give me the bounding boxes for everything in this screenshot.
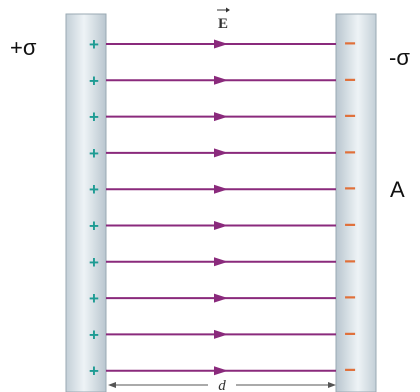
plus-sign: + (89, 180, 99, 199)
field-arrow (214, 293, 228, 303)
field-arrow (214, 184, 228, 194)
minus-sign: − (344, 215, 356, 237)
field-arrow (214, 75, 228, 85)
field-arrow (214, 366, 228, 376)
distance-indicator: d (108, 378, 336, 392)
negative-charges: − − − − − − − − − − (344, 33, 356, 382)
field-arrow (214, 148, 228, 158)
minus-sign: − (344, 106, 356, 128)
field-lines (106, 39, 336, 376)
field-label: E (218, 16, 228, 32)
field-arrow (214, 112, 228, 122)
plus-sign: + (89, 108, 99, 127)
positive-charges: + + + + + + + + + + (89, 35, 99, 381)
distance-arrow-right (328, 382, 336, 388)
plus-sign: + (89, 362, 99, 381)
minus-sign: − (344, 360, 356, 382)
plus-sign: + (89, 35, 99, 54)
area-label: A (390, 177, 405, 202)
field-arrow (214, 39, 228, 49)
minus-sign: − (344, 33, 356, 55)
minus-sign: − (344, 69, 356, 91)
plus-sign: + (89, 217, 99, 236)
minus-sign: − (344, 251, 356, 273)
minus-sign: − (344, 142, 356, 164)
negative-plate (335, 13, 377, 392)
plus-sign: + (89, 71, 99, 90)
distance-label: d (218, 378, 226, 392)
plus-sign: + (89, 325, 99, 344)
field-vector-label: E (217, 7, 230, 32)
field-arrow (214, 329, 228, 339)
minus-sign: − (344, 178, 356, 200)
negative-charge-density-label: -σ (389, 45, 410, 70)
vector-arrow-head (226, 7, 230, 13)
plus-sign: + (89, 253, 99, 272)
distance-arrow-left (108, 382, 116, 388)
field-arrow (214, 221, 228, 230)
plus-sign: + (89, 289, 99, 308)
positive-plate (65, 13, 107, 392)
field-arrow (214, 257, 228, 267)
minus-sign: − (344, 323, 356, 345)
plus-sign: + (89, 144, 99, 163)
minus-sign: − (344, 287, 356, 309)
positive-charge-density-label: +σ (10, 35, 37, 60)
